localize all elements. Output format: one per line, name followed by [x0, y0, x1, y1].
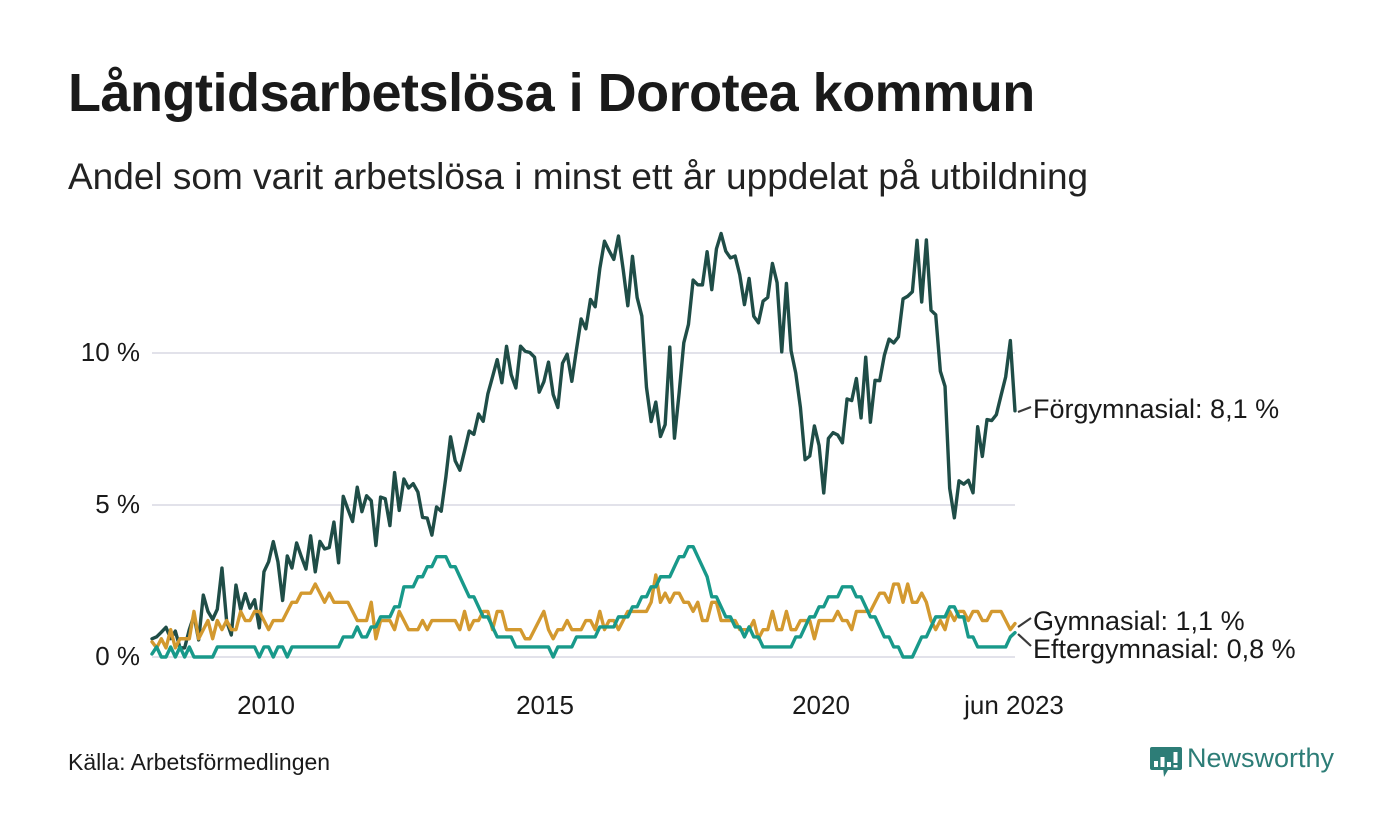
- svg-text:5 %: 5 %: [95, 489, 140, 519]
- svg-text:0 %: 0 %: [95, 641, 140, 671]
- svg-text:Förgymnasial: 8,1 %: Förgymnasial: 8,1 %: [1033, 394, 1279, 424]
- svg-text:2015: 2015: [516, 690, 574, 720]
- svg-text:2010: 2010: [237, 690, 295, 720]
- svg-text:Eftergymnasial: 0,8 %: Eftergymnasial: 0,8 %: [1033, 634, 1296, 664]
- svg-text:2020: 2020: [792, 690, 850, 720]
- svg-text:10 %: 10 %: [81, 337, 140, 367]
- svg-text:Gymnasial: 1,1 %: Gymnasial: 1,1 %: [1033, 606, 1245, 636]
- svg-text:jun 2023: jun 2023: [963, 690, 1064, 720]
